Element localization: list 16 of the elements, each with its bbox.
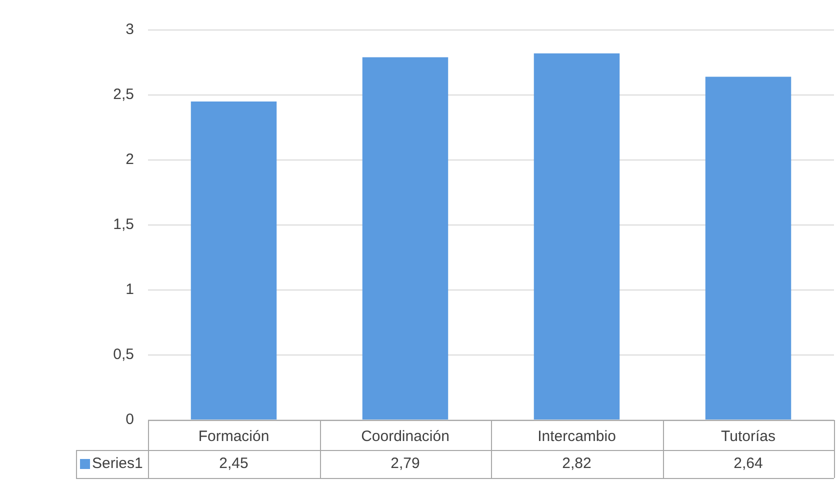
x-tick-label: Tutorías [721, 428, 776, 446]
y-tick-label: 2,5 [113, 86, 134, 104]
y-tick-label: 1,5 [113, 216, 134, 234]
data-label: 2,82 [562, 455, 592, 472]
data-label: 2,45 [219, 455, 248, 472]
data-label: 2,64 [734, 455, 763, 472]
y-tick-label: 2 [126, 151, 134, 168]
x-tick-label: Formación [198, 428, 270, 446]
data-label: 2,79 [390, 455, 420, 472]
y-tick-label: 1 [126, 281, 134, 298]
y-tick-label: 0 [126, 411, 134, 428]
x-tick-label: Coordinación [361, 428, 450, 446]
legend-label: Series1 [92, 455, 143, 472]
y-tick-label: 0,5 [113, 346, 134, 364]
y-tick-label: 3 [126, 21, 134, 38]
x-tick-label: Intercambio [538, 428, 616, 446]
